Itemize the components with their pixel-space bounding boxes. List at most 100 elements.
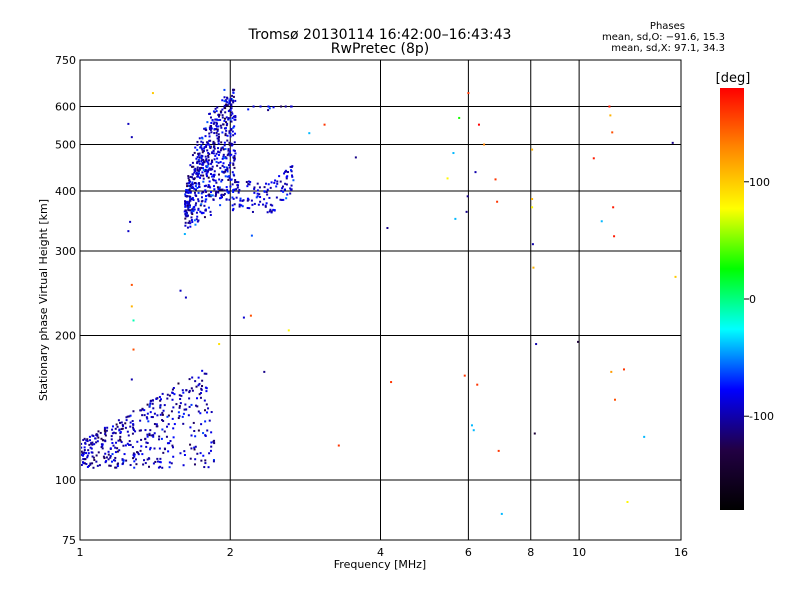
data-point [207, 159, 210, 162]
data-point [186, 185, 189, 188]
data-point [235, 181, 238, 184]
data-point [592, 157, 595, 160]
data-point [202, 169, 205, 172]
data-point [219, 110, 222, 113]
data-point [131, 420, 134, 423]
data-point [200, 192, 203, 195]
data-point [107, 453, 110, 456]
data-point [83, 437, 86, 440]
x-axis-label: Frequency [MHz] [334, 558, 426, 571]
data-point [203, 146, 206, 149]
data-point [115, 441, 118, 444]
data-point [127, 443, 130, 446]
data-point [123, 453, 126, 456]
data-point [112, 459, 115, 462]
data-point [223, 141, 226, 144]
data-point [103, 429, 106, 432]
data-point [212, 185, 215, 188]
data-point [217, 191, 220, 194]
data-point [205, 198, 208, 201]
data-point [100, 446, 103, 449]
data-point [229, 98, 232, 101]
data-point [104, 461, 107, 464]
data-point [213, 121, 216, 124]
data-point [194, 204, 197, 207]
data-point [265, 190, 268, 193]
data-point [146, 412, 149, 415]
data-point [94, 437, 97, 440]
data-point [290, 188, 293, 191]
data-point [91, 441, 94, 444]
data-point [161, 419, 164, 422]
data-point [214, 179, 217, 182]
data-point [204, 170, 207, 173]
data-point [185, 213, 188, 216]
data-point [144, 462, 147, 465]
data-point [226, 122, 229, 125]
data-point [152, 462, 155, 465]
data-point [205, 372, 208, 375]
data-point [276, 180, 279, 183]
data-point [201, 379, 204, 382]
data-point [205, 160, 208, 163]
data-point [187, 191, 190, 194]
data-point [200, 174, 203, 177]
data-point [247, 108, 250, 111]
data-point [190, 387, 193, 390]
data-point [189, 175, 192, 178]
data-point [133, 455, 136, 458]
data-point [275, 196, 278, 199]
data-point [216, 164, 219, 167]
data-point [148, 432, 151, 435]
data-point [207, 185, 210, 188]
data-point [221, 178, 224, 181]
data-point [216, 106, 219, 109]
data-point [184, 203, 187, 206]
data-point [212, 175, 215, 178]
data-point [232, 101, 235, 104]
data-point [132, 457, 135, 460]
data-point [500, 512, 503, 515]
data-point [215, 128, 218, 131]
data-point [209, 186, 212, 189]
data-point [215, 121, 218, 124]
data-point [224, 107, 227, 110]
data-point [229, 99, 232, 102]
data-point [454, 217, 457, 220]
data-point [194, 188, 197, 191]
data-point [290, 169, 293, 172]
data-point [203, 185, 206, 188]
data-point [285, 183, 288, 186]
data-point [81, 442, 83, 445]
data-point [173, 423, 176, 426]
data-point [126, 442, 129, 445]
data-point [134, 430, 137, 433]
data-point [191, 154, 194, 157]
data-point [198, 185, 201, 188]
data-point [185, 182, 188, 185]
data-point [122, 424, 125, 427]
data-point [217, 173, 220, 176]
data-point [143, 409, 146, 412]
data-point [215, 118, 218, 121]
data-point [190, 434, 193, 437]
data-point [225, 121, 228, 124]
data-point [188, 179, 191, 182]
data-point [160, 437, 163, 440]
data-point [229, 185, 232, 188]
data-point [217, 135, 220, 138]
data-point [287, 329, 290, 332]
data-point [202, 177, 205, 180]
stats-o-mode: mean, sd,O: −91.6, 15.3 [602, 32, 725, 43]
data-point [259, 196, 262, 199]
data-point [234, 181, 237, 184]
data-point [82, 453, 85, 456]
data-point [83, 451, 86, 454]
data-point [116, 465, 119, 468]
data-point [92, 435, 95, 438]
data-point [261, 203, 264, 206]
data-point [275, 185, 278, 188]
data-point [92, 456, 95, 459]
data-point [145, 445, 148, 448]
data-point [190, 211, 193, 214]
